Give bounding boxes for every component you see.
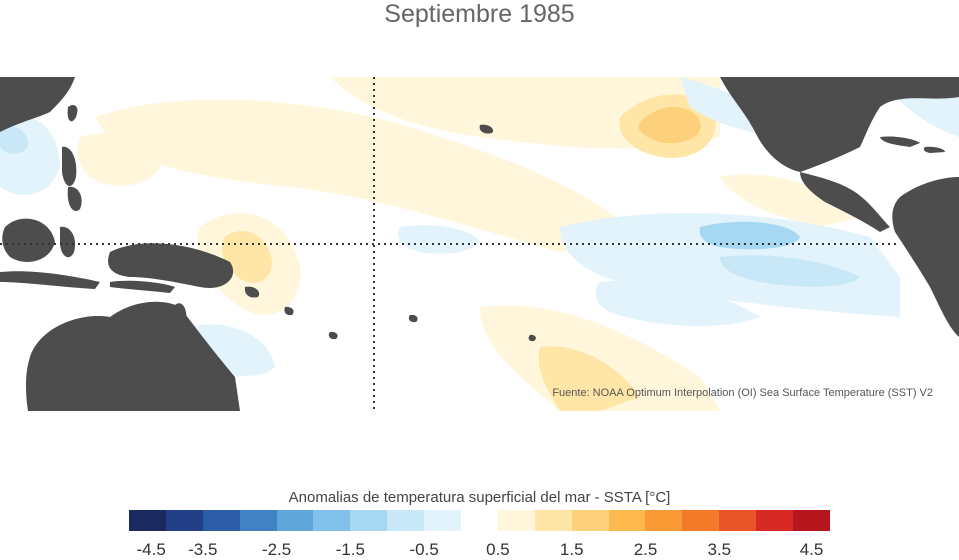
land-japan — [67, 105, 78, 122]
colorbar-swatch — [534, 510, 572, 531]
colorbar-tick-label: -1.5 — [335, 540, 366, 559]
land-timor — [110, 280, 175, 293]
land-borneo — [2, 218, 56, 262]
colorbar-swatch — [165, 510, 203, 531]
colorbar-tick-label: 3.5 — [707, 540, 732, 559]
colorbar-swatch — [387, 510, 425, 531]
colorbar-swatch — [719, 510, 757, 531]
ssta-map — [0, 77, 959, 411]
map-title: Septiembre 1985 — [384, 0, 575, 28]
colorbar — [129, 510, 830, 531]
colorbar-swatch — [313, 510, 351, 531]
colorbar-tick-label: -2.5 — [261, 540, 292, 559]
colorbar-swatch — [424, 510, 462, 531]
colorbar-swatch — [793, 510, 830, 531]
land-central-america — [800, 172, 890, 232]
land-new-guinea — [108, 243, 234, 288]
colorbar-swatch — [202, 510, 240, 531]
colorbar-swatch — [497, 510, 535, 531]
colorbar-tick-label: 1.5 — [559, 540, 584, 559]
colorbar-swatch — [129, 510, 166, 531]
colorbar-swatch — [276, 510, 314, 531]
land-south-america — [892, 177, 959, 337]
colorbar-swatch — [645, 510, 683, 531]
land-north-america — [720, 77, 959, 172]
colorbar-tick-label: 0.5 — [486, 540, 510, 559]
colorbar-swatch — [461, 510, 498, 531]
land-cape-york — [174, 303, 187, 324]
land-java — [0, 271, 100, 289]
colorbar-tick-label: -0.5 — [409, 540, 439, 559]
land-philippines — [62, 146, 77, 187]
data-source-note: Fuente: NOAA Optimum Interpolation (OI) … — [552, 387, 933, 399]
colorbar-swatch — [682, 510, 720, 531]
land-masses — [0, 77, 959, 411]
colorbar-swatch — [571, 510, 609, 531]
colorbar-swatch — [350, 510, 388, 531]
colorbar-title: Anomalias de temperatura superficial del… — [288, 489, 671, 506]
land-sulawesi — [60, 226, 76, 258]
colorbar-swatch — [239, 510, 277, 531]
land-australia — [25, 301, 241, 411]
colorbar-tick-label: 2.5 — [633, 540, 658, 559]
colorbar-tick-label: 4.5 — [799, 540, 824, 559]
land-asia — [0, 77, 75, 132]
colorbar-tick-label: -4.5 — [136, 540, 166, 559]
colorbar-swatch — [608, 510, 646, 531]
land-philippines-south — [67, 186, 82, 211]
colorbar-tick-label: -3.5 — [188, 540, 218, 559]
colorbar-swatch — [756, 510, 794, 531]
